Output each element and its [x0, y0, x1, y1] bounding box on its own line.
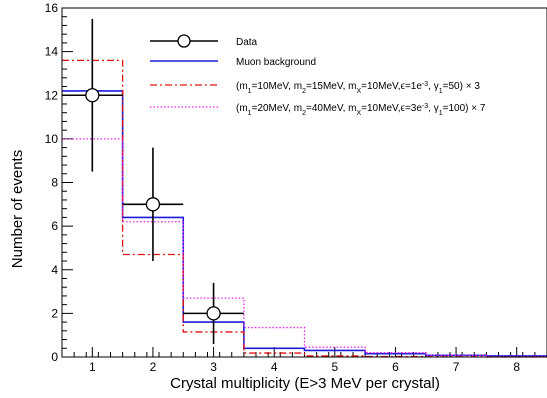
histogram-series-1	[62, 90, 547, 357]
x-tick-label: 2	[150, 360, 157, 374]
y-axis-title: Number of events	[9, 150, 26, 268]
legend-label-part: -3	[422, 81, 428, 88]
legend-label-part: =10MeV,ϵ=3e	[361, 103, 422, 114]
x-tick-label: 8	[513, 360, 520, 374]
plot-frame	[61, 7, 547, 358]
legend-label-part: 2	[302, 88, 306, 95]
legend-label-part: (m	[236, 81, 248, 92]
y-tick-label: 2	[51, 306, 58, 320]
legend-label-part: (m	[236, 103, 248, 114]
y-tick-label: 4	[51, 263, 58, 277]
data-point	[145, 197, 161, 212]
y-tick-label: 6	[51, 219, 58, 233]
legend-label-part: 1	[248, 110, 252, 117]
x-axis-title: Crystal multiplicity (E>3 MeV per crysta…	[170, 375, 440, 392]
y-tick-label: 12	[45, 88, 59, 102]
legend-label-part: =40MeV, m	[306, 103, 357, 114]
legend-label-part: X	[356, 88, 361, 95]
x-tick-label: 3	[210, 360, 217, 374]
legend-label-part: -3	[422, 103, 428, 110]
y-tick-label: 0	[51, 350, 58, 364]
legend-label-part: =50) × 3	[443, 81, 481, 92]
legend-label-part: =10MeV,ϵ=1e	[361, 81, 422, 92]
data-point	[85, 88, 100, 103]
legend-label-part: 1	[248, 88, 252, 95]
legend-label: Data	[236, 37, 258, 48]
y-tick-label: 14	[45, 45, 59, 59]
legend-data-marker	[177, 34, 191, 48]
legend-label-part: =20MeV, m	[252, 103, 303, 114]
y-tick-label: 8	[51, 176, 58, 190]
legend-label-part: , γ	[428, 81, 439, 92]
y-tick-label: 16	[45, 1, 59, 15]
legend-label-part: 1	[439, 88, 443, 95]
histogram-series-3	[62, 138, 547, 357]
x-tick-label: 5	[331, 360, 338, 374]
legend-label-part: =10MeV, m	[252, 81, 303, 92]
legend-label-part: 1	[439, 110, 443, 117]
x-tick-label: 4	[271, 360, 278, 374]
x-tick-label: 1	[89, 360, 96, 374]
legend-label-part: 2	[302, 110, 306, 117]
data-point	[206, 306, 221, 321]
x-tick-label: 7	[453, 360, 460, 374]
legend-label-part: , γ	[428, 103, 439, 114]
legend-label-part: X	[356, 110, 361, 117]
legend-label-part: =100) × 7	[443, 103, 486, 114]
y-tick-label: 10	[45, 132, 59, 146]
legend-label: (m1=10MeV, m2=15MeV, mX=10MeV,ϵ=1e-3, γ1…	[236, 81, 480, 95]
legend-label: (m1=20MeV, m2=40MeV, mX=10MeV,ϵ=3e-3, γ1…	[236, 103, 486, 117]
legend-label-part: =15MeV, m	[306, 81, 357, 92]
legend-label: Muon background	[236, 57, 316, 68]
x-tick-label: 6	[392, 360, 399, 374]
